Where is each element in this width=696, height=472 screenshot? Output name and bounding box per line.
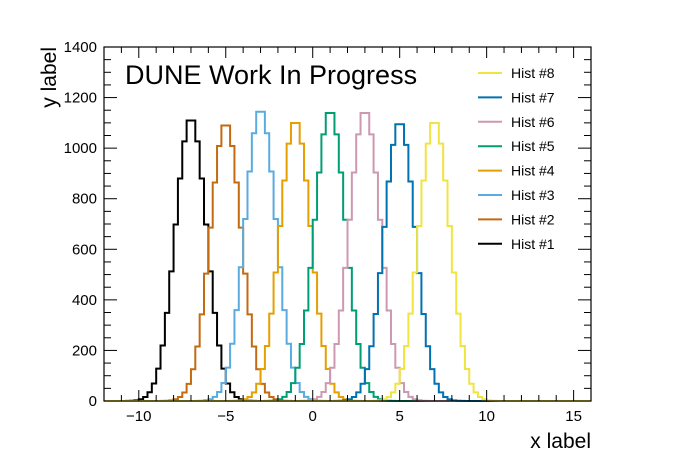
y-axis: 0 200 400 600 800 1000 1200 1400	[64, 39, 591, 410]
x-axis: −10 −5 0 5 10 15	[103, 47, 592, 425]
histogram-lines	[104, 110, 591, 402]
y-tick-label: 1000	[64, 140, 97, 157]
legend-entry-label: Hist #8	[511, 65, 555, 81]
y-tick-label: 400	[72, 292, 97, 309]
legend-entry-label: Hist #7	[511, 89, 555, 105]
y-tick-label: 1200	[64, 90, 97, 107]
x-axis-title: x label	[530, 430, 591, 453]
x-tick-label: 15	[565, 408, 582, 425]
x-tick-label: 0	[309, 408, 317, 425]
y-tick-label: 0	[89, 393, 97, 410]
legend-entry-label: Hist #4	[511, 163, 555, 179]
y-tick-label: 200	[72, 342, 97, 359]
legend: Hist #8 Hist #7 Hist #6 Hist #5 Hist #4 Hist …	[478, 65, 555, 252]
y-tick-label: 1400	[64, 39, 97, 56]
y-tick-label: 600	[72, 241, 97, 258]
y-axis-title: y label	[38, 47, 61, 108]
banner-text: DUNE Work In Progress	[125, 60, 417, 90]
x-tick-label: −5	[217, 408, 234, 425]
legend-entry-label: Hist #1	[511, 236, 555, 252]
legend-entry-label: Hist #2	[511, 211, 555, 227]
legend-entry-label: Hist #3	[511, 187, 555, 203]
y-tick-label: 800	[72, 191, 97, 208]
x-tick-label: 5	[396, 408, 404, 425]
histogram-series-6	[104, 112, 591, 402]
x-tick-label: 10	[478, 408, 495, 425]
x-tick-label: −10	[126, 408, 151, 425]
legend-entry-label: Hist #6	[511, 114, 555, 130]
legend-entry-label: Hist #5	[511, 138, 555, 154]
